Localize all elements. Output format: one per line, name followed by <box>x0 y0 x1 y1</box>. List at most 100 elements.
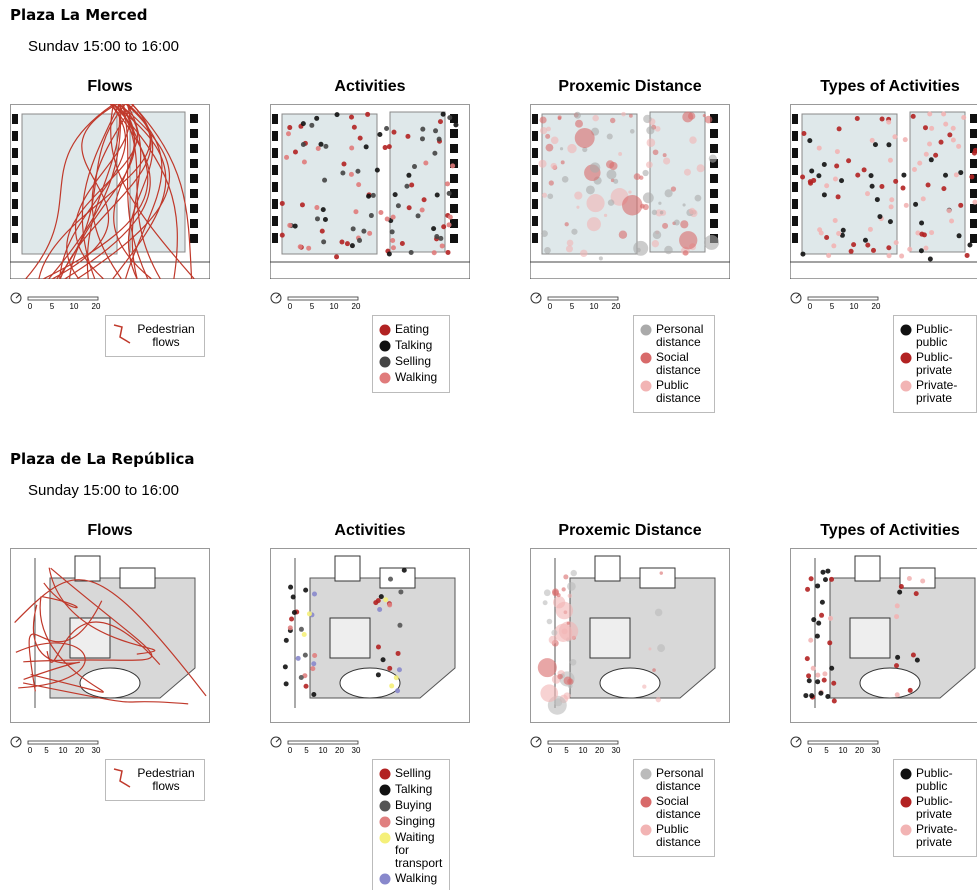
activity-dot <box>538 160 546 168</box>
activity-dot <box>387 602 392 607</box>
activity-dot <box>841 228 846 233</box>
activity-dot <box>655 609 663 617</box>
legend-label: Selling <box>395 355 443 368</box>
activity-dot <box>397 667 402 672</box>
legend-item: Public-public <box>900 323 970 349</box>
section-title: Plaza de La República <box>10 450 195 468</box>
activity-dot <box>709 155 717 163</box>
activity-dot <box>365 112 370 117</box>
legend-dot <box>641 825 652 836</box>
building <box>190 234 198 243</box>
legend-label: Talking <box>395 783 443 796</box>
activity-dot <box>808 179 813 184</box>
building <box>190 144 198 153</box>
activity-dot <box>807 138 812 143</box>
legend-marker <box>379 339 395 353</box>
activity-dot <box>926 182 931 187</box>
activity-dot <box>341 161 346 166</box>
scale-bar: 05102030 <box>790 735 890 757</box>
scale-label: 10 <box>590 302 599 311</box>
activity-dot <box>423 161 428 166</box>
activity-dot <box>836 231 841 236</box>
building <box>190 204 198 213</box>
section-title: Plaza La Merced <box>10 6 148 24</box>
building <box>272 114 278 124</box>
activity-dot <box>893 179 898 184</box>
activity-dot <box>318 142 323 147</box>
scale-label: 0 <box>288 302 293 311</box>
legend-item: Selling <box>379 355 443 369</box>
activity-dot <box>609 162 617 170</box>
legend-marker <box>379 872 395 886</box>
activity-dot <box>868 227 873 232</box>
building <box>532 199 538 209</box>
activity-dot <box>540 127 547 134</box>
legend-dot <box>641 353 652 364</box>
activity-dot <box>956 144 961 149</box>
activity-dot <box>943 173 948 178</box>
activity-dot <box>437 137 442 142</box>
activity-dot <box>567 144 576 153</box>
activity-dot <box>808 638 813 643</box>
activity-dot <box>432 151 437 156</box>
activity-dot <box>304 684 309 689</box>
legend-label: Public-public <box>916 323 970 349</box>
building <box>590 618 630 658</box>
activity-dot <box>683 203 686 206</box>
building <box>792 233 798 243</box>
legend-item: Personal distance <box>640 323 708 349</box>
activity-dot <box>283 664 288 669</box>
activity-dot <box>420 207 425 212</box>
legend-dot <box>901 769 912 780</box>
legend-item: Talking <box>379 783 443 797</box>
legend-label: Social distance <box>656 351 708 377</box>
activity-dot <box>674 220 680 226</box>
activity-dot <box>855 116 860 121</box>
activity-dot <box>564 692 571 699</box>
scale-label: 30 <box>352 746 361 755</box>
activity-dot <box>406 173 411 178</box>
scale-line <box>548 297 618 300</box>
activity-dot <box>824 183 829 188</box>
north-arrow <box>796 738 800 742</box>
legend-label: Public distance <box>656 379 708 405</box>
activity-dot <box>312 653 317 658</box>
building <box>190 129 198 138</box>
activity-dot <box>911 653 916 658</box>
legend-item: Public-public <box>900 767 970 793</box>
legend-item: Pedestrian flows <box>112 323 198 349</box>
building <box>855 556 880 581</box>
activity-dot <box>922 232 927 237</box>
activity-dot <box>376 645 381 650</box>
activity-dot <box>369 213 374 218</box>
scale-label: 20 <box>872 302 881 311</box>
building <box>120 568 155 588</box>
activity-dot <box>556 602 573 619</box>
legend-item: Social distance <box>640 795 708 821</box>
activity-dot <box>549 636 557 644</box>
activity-dot <box>923 125 928 130</box>
activity-dot <box>683 250 689 256</box>
activity-dot <box>367 231 372 236</box>
activity-dot <box>873 142 878 147</box>
building <box>970 114 977 123</box>
activity-dot <box>438 236 443 241</box>
legend-marker <box>900 323 916 337</box>
street-block <box>790 262 977 279</box>
activity-dot <box>314 205 319 210</box>
scale-label: 0 <box>808 746 813 755</box>
legend-label: Pedestrian flows <box>134 323 198 349</box>
legend-item: Public-private <box>900 795 970 821</box>
legend-label: Walking <box>395 872 443 885</box>
activity-dot <box>284 155 289 160</box>
activity-dot <box>958 170 963 175</box>
panel-title: Activities <box>265 78 475 96</box>
activity-dot <box>287 223 292 228</box>
activity-dot <box>345 241 350 246</box>
section-subtitle: Sunday 15:00 to 16:00 <box>28 482 179 499</box>
north-arrow <box>276 738 280 742</box>
activity-dot <box>660 211 664 215</box>
activity-dot <box>803 693 808 698</box>
activity-dot <box>839 178 844 183</box>
